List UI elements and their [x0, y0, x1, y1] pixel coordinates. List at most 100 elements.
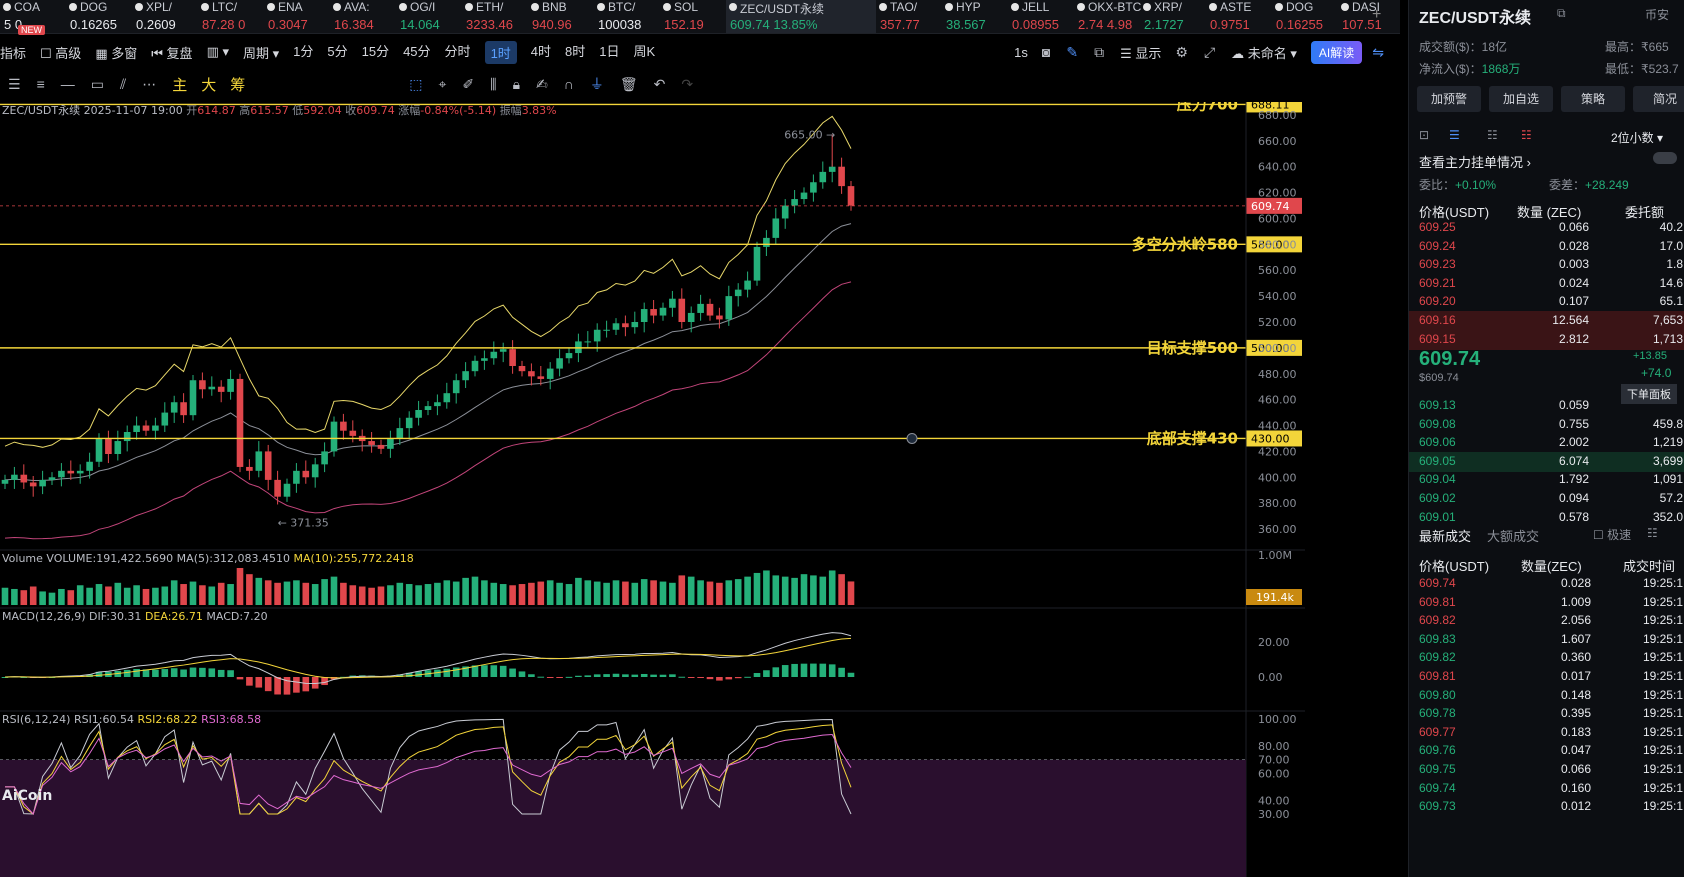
ticker-item[interactable]: JELL 0.08955	[1008, 0, 1074, 33]
ticker-item[interactable]: OKX-BTC 2.74 4.98	[1074, 0, 1141, 33]
fib-icon[interactable]: ⫽	[119, 75, 127, 92]
interval-tab[interactable]: 分时	[444, 43, 471, 59]
ticker-item[interactable]: DOG 0.16265	[66, 0, 132, 33]
interval-tab[interactable]: 1分	[293, 43, 314, 59]
orderbook-row[interactable]: 609.13 0.059	[1409, 396, 1684, 416]
orderbook-row[interactable]: 609.04 1.792 1,091	[1409, 470, 1684, 490]
interval-tab[interactable]: 45分	[403, 43, 431, 59]
tab-latest-trades[interactable]: 最新成交	[1419, 529, 1472, 544]
interval-tab[interactable]: 1日	[599, 43, 620, 59]
period-dropdown[interactable]: 周期 ▾	[242, 45, 280, 61]
advanced-button[interactable]: ☐ 高级	[40, 45, 82, 61]
order-panel-tip[interactable]: 下单面板	[1621, 384, 1677, 404]
overview-button[interactable]: 简况	[1633, 86, 1684, 112]
main-orders-toggle[interactable]	[1653, 152, 1677, 164]
orderbook-row[interactable]: 609.01 0.578 352.0	[1409, 508, 1684, 528]
orderbook-row[interactable]: 609.23 0.003 1.8	[1409, 255, 1684, 275]
orderbook-row[interactable]: 609.08 0.755 459.8	[1409, 415, 1684, 435]
ticker-item[interactable]: DOG 0.16255	[1272, 0, 1338, 33]
ticker-item[interactable]: LTC/87.28 0	[198, 0, 264, 33]
orderbook-bids-icon[interactable]: ☷	[1487, 128, 1498, 142]
strategy-button[interactable]: 策略	[1561, 86, 1625, 112]
trades-filter-icon[interactable]: ☷	[1647, 526, 1658, 540]
interval-tab[interactable]: 1时	[484, 40, 517, 64]
ticker-item[interactable]: ASTE 0.9751	[1206, 0, 1272, 33]
add-tab-icon[interactable]: +	[1372, 6, 1382, 23]
fast-checkbox[interactable]: ☐ 极速	[1593, 528, 1632, 542]
display-button[interactable]: ☰ 显示	[1120, 45, 1162, 61]
draw-icon[interactable]: ✎	[1066, 43, 1079, 60]
orderbook-both-icon[interactable]: ☰	[1449, 128, 1460, 142]
ticker-item[interactable]: COA 5 0	[0, 0, 66, 33]
more-icon[interactable]: ⋯	[142, 75, 157, 92]
add-watchlist-button[interactable]: 加自选	[1489, 86, 1553, 112]
lock-icon[interactable]: 🔒︎	[512, 75, 521, 92]
edit-icon[interactable]: ✍	[536, 75, 548, 92]
ticker-item[interactable]: XPL/0.2609	[132, 0, 198, 33]
replay-button[interactable]: ⏮ 复盘	[151, 45, 193, 61]
fullscreen-icon[interactable]: ⤢	[1203, 43, 1216, 60]
ticker-item[interactable]: ETH/3233.46	[462, 0, 528, 33]
pattern-icon[interactable]: ⫼	[490, 75, 497, 92]
ticker-item[interactable]: BTC/100038	[594, 0, 660, 33]
redo-icon[interactable]: ↷	[681, 75, 694, 92]
chip-button[interactable]: 筹	[230, 76, 246, 94]
horizontal-line-icon[interactable]: —	[60, 76, 75, 92]
layout-dropdown[interactable]: ☁ 未命名 ▾	[1231, 45, 1297, 61]
level-handle[interactable]	[906, 432, 918, 444]
orderbook-row[interactable]: 609.06 2.002 1,219	[1409, 433, 1684, 453]
multi-window-button[interactable]: ▦ 多窗	[95, 45, 138, 61]
refresh-speed[interactable]: 1s	[1014, 44, 1028, 60]
ruler-icon[interactable]: ⌖	[438, 75, 447, 92]
rectangle-icon[interactable]: ▭	[90, 75, 104, 92]
popout-icon[interactable]: ⧉	[1094, 43, 1105, 60]
orderbook-row[interactable]: 609.21 0.024 14.6	[1409, 274, 1684, 294]
ticker-item[interactable]: AVA: 16.384	[330, 0, 396, 33]
big-chip-button[interactable]: 大	[201, 76, 217, 94]
ticker-item[interactable]: XRP/2.1727	[1140, 0, 1206, 33]
share-icon[interactable]: ⇋	[1372, 43, 1384, 60]
orderbook-row[interactable]: 609.02 0.094 57.2	[1409, 489, 1684, 509]
main-chip-button[interactable]: 主	[172, 76, 188, 94]
orderbook-view-icon[interactable]: ⊡	[1419, 128, 1430, 142]
orderbook-asks-icon[interactable]: ☷	[1521, 128, 1532, 142]
copy-icon[interactable]: ⧉	[1557, 6, 1566, 20]
interval-tab[interactable]: 8时	[565, 43, 586, 59]
ticker-item[interactable]: SOL 152.19	[660, 0, 726, 33]
ticker-item[interactable]: HYP 38.567	[942, 0, 1008, 33]
chart-type-button[interactable]: ▥ ▾	[206, 44, 229, 59]
magnet-icon[interactable]: ∩	[563, 76, 574, 92]
pen-icon[interactable]: ✐	[462, 75, 475, 92]
orderbook-row[interactable]: 609.16 12.564 7,653	[1409, 311, 1684, 331]
filter-icon[interactable]: ⏚	[589, 76, 604, 92]
orderbook-row[interactable]: 609.05 6.074 3,699	[1409, 451, 1684, 472]
price-chart[interactable]: 665.00 → ← 371.35 压力700 688.11 多空分水岭580 580.…	[0, 102, 1305, 877]
ticker-item[interactable]: DASI 107.51	[1338, 0, 1400, 33]
settings-icon[interactable]: ⚙	[1175, 43, 1188, 60]
trash-icon[interactable]: 🗑︎	[619, 75, 638, 92]
ticker-item[interactable]: BNB 940.96	[528, 0, 594, 33]
list-icon[interactable]: ☰	[8, 75, 21, 92]
tab-big-trades[interactable]: 大额成交	[1487, 529, 1540, 544]
interval-tab[interactable]: 5分	[327, 43, 348, 59]
orderbook-row[interactable]: 609.15 2.812 1,713	[1409, 329, 1684, 350]
orderbook-row[interactable]: 609.25 0.066 40.2	[1409, 218, 1684, 238]
select-icon[interactable]: ⬚	[409, 75, 423, 92]
add-alert-button[interactable]: 加预警	[1417, 86, 1481, 112]
ai-interpret-button[interactable]: AI解读	[1310, 40, 1363, 64]
undo-icon[interactable]: ↶	[653, 75, 666, 92]
ticker-item[interactable]: ENA 0.3047	[264, 0, 330, 33]
indicators-button[interactable]: 指标	[0, 45, 27, 61]
ob-header-qty[interactable]: 数量 (ZEC)	[1517, 205, 1582, 220]
ticker-item[interactable]: TAO/357.77	[876, 0, 942, 33]
interval-tab[interactable]: 4时	[530, 43, 552, 59]
trades-header-qty[interactable]: 数量(ZEC)	[1521, 559, 1582, 574]
decimals-dropdown[interactable]: 2位小数 ▾	[1611, 131, 1664, 145]
ticker-item[interactable]: OG/I 14.064	[396, 0, 462, 33]
interval-tab[interactable]: 周K	[633, 43, 656, 59]
orderbook-row[interactable]: 609.20 0.107 65.1	[1409, 292, 1684, 312]
ticker-item[interactable]: ZEC/USDT永续 609.74 13.85%	[726, 0, 876, 33]
orderbook-row[interactable]: 609.24 0.028 17.0	[1409, 237, 1684, 257]
main-orders-link[interactable]: 查看主力挂单情况 ›	[1419, 155, 1531, 170]
lines-icon[interactable]: ≡	[36, 76, 45, 92]
